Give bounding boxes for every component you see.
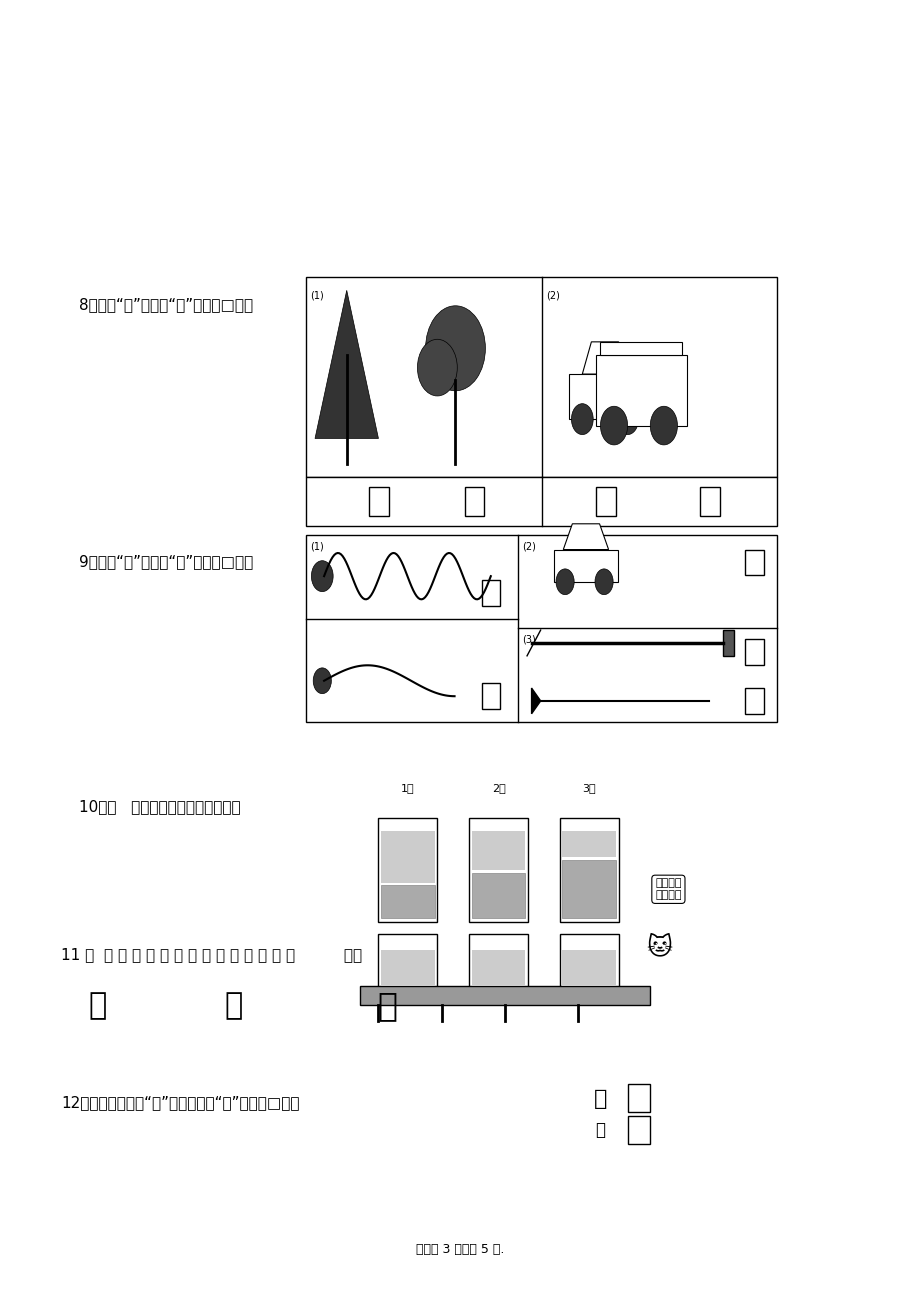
Circle shape xyxy=(650,406,676,445)
Bar xyxy=(306,277,777,477)
Text: (3): (3) xyxy=(522,635,536,644)
Bar xyxy=(380,832,434,883)
Text: (2): (2) xyxy=(546,290,560,301)
Bar xyxy=(596,354,686,426)
Circle shape xyxy=(311,561,333,591)
Text: 3号: 3号 xyxy=(582,783,596,793)
Text: 你一定能
想出来！: 你一定能 想出来！ xyxy=(654,879,681,900)
Circle shape xyxy=(312,668,331,694)
Bar xyxy=(553,549,617,582)
Bar xyxy=(482,684,499,710)
Bar xyxy=(360,986,650,1005)
Bar xyxy=(306,535,777,721)
Bar xyxy=(699,487,720,516)
Bar xyxy=(380,950,434,984)
Circle shape xyxy=(600,406,627,445)
Text: 12、哪块西瓜吃得“多”，哪块吃得“少”，填在□里。: 12、哪块西瓜吃得“多”，哪块吃得“少”，填在□里。 xyxy=(62,1095,300,1111)
Text: 🐱: 🐱 xyxy=(645,935,672,960)
Bar xyxy=(600,342,681,354)
Bar xyxy=(471,872,525,918)
Text: 10、（   ）号杯中放入的石块最大。: 10、（ ）号杯中放入的石块最大。 xyxy=(79,799,241,814)
Text: 🚗: 🚗 xyxy=(88,991,107,1019)
Bar xyxy=(562,950,615,984)
Text: (1): (1) xyxy=(310,290,323,301)
Circle shape xyxy=(417,340,457,396)
Circle shape xyxy=(571,404,593,435)
Bar xyxy=(627,1083,650,1112)
Polygon shape xyxy=(314,290,378,439)
Bar xyxy=(380,885,434,918)
Polygon shape xyxy=(562,523,608,549)
Text: 9、哪个“长”，哪个“短”？填在□里。: 9、哪个“长”，哪个“短”？填在□里。 xyxy=(79,555,254,569)
Text: 11 、  下 面 三 种 交 通 工 具 ， 最 大 的 是 （          ）。: 11 、 下 面 三 种 交 通 工 具 ， 最 大 的 是 （ ）。 xyxy=(62,948,362,962)
Bar xyxy=(596,487,615,516)
Bar xyxy=(627,1116,650,1144)
Bar xyxy=(469,935,528,988)
Circle shape xyxy=(595,569,612,595)
Bar xyxy=(568,374,641,419)
Text: 🚲: 🚲 xyxy=(224,991,243,1019)
Circle shape xyxy=(425,306,485,391)
Text: 🍉: 🍉 xyxy=(595,1121,605,1139)
Bar xyxy=(369,487,389,516)
Bar xyxy=(559,935,618,988)
Text: 🚌: 🚌 xyxy=(377,988,397,1022)
Polygon shape xyxy=(531,687,540,713)
Bar xyxy=(559,819,618,922)
Text: (2): (2) xyxy=(522,542,536,552)
Circle shape xyxy=(616,404,638,435)
Bar xyxy=(471,832,525,870)
Bar xyxy=(722,630,732,656)
Bar xyxy=(562,859,615,918)
Text: 8、哪个“高”，哪个“矮”？填在□里。: 8、哪个“高”，哪个“矮”？填在□里。 xyxy=(79,297,254,311)
Text: 试卷第 3 页，共 5 页.: 试卷第 3 页，共 5 页. xyxy=(415,1243,504,1256)
Bar xyxy=(306,477,777,526)
Bar xyxy=(469,819,528,922)
Text: (1): (1) xyxy=(310,542,323,552)
Bar xyxy=(562,832,615,857)
Bar xyxy=(744,549,763,575)
Bar xyxy=(744,687,763,713)
Bar xyxy=(471,950,525,984)
Polygon shape xyxy=(582,342,627,374)
Bar xyxy=(378,819,437,922)
Text: 2号: 2号 xyxy=(491,783,505,793)
Text: 🍉: 🍉 xyxy=(593,1090,607,1109)
Bar xyxy=(744,639,763,665)
Bar xyxy=(378,935,437,988)
Text: 1号: 1号 xyxy=(401,783,414,793)
Bar xyxy=(464,487,484,516)
Circle shape xyxy=(555,569,573,595)
Bar xyxy=(482,581,499,607)
